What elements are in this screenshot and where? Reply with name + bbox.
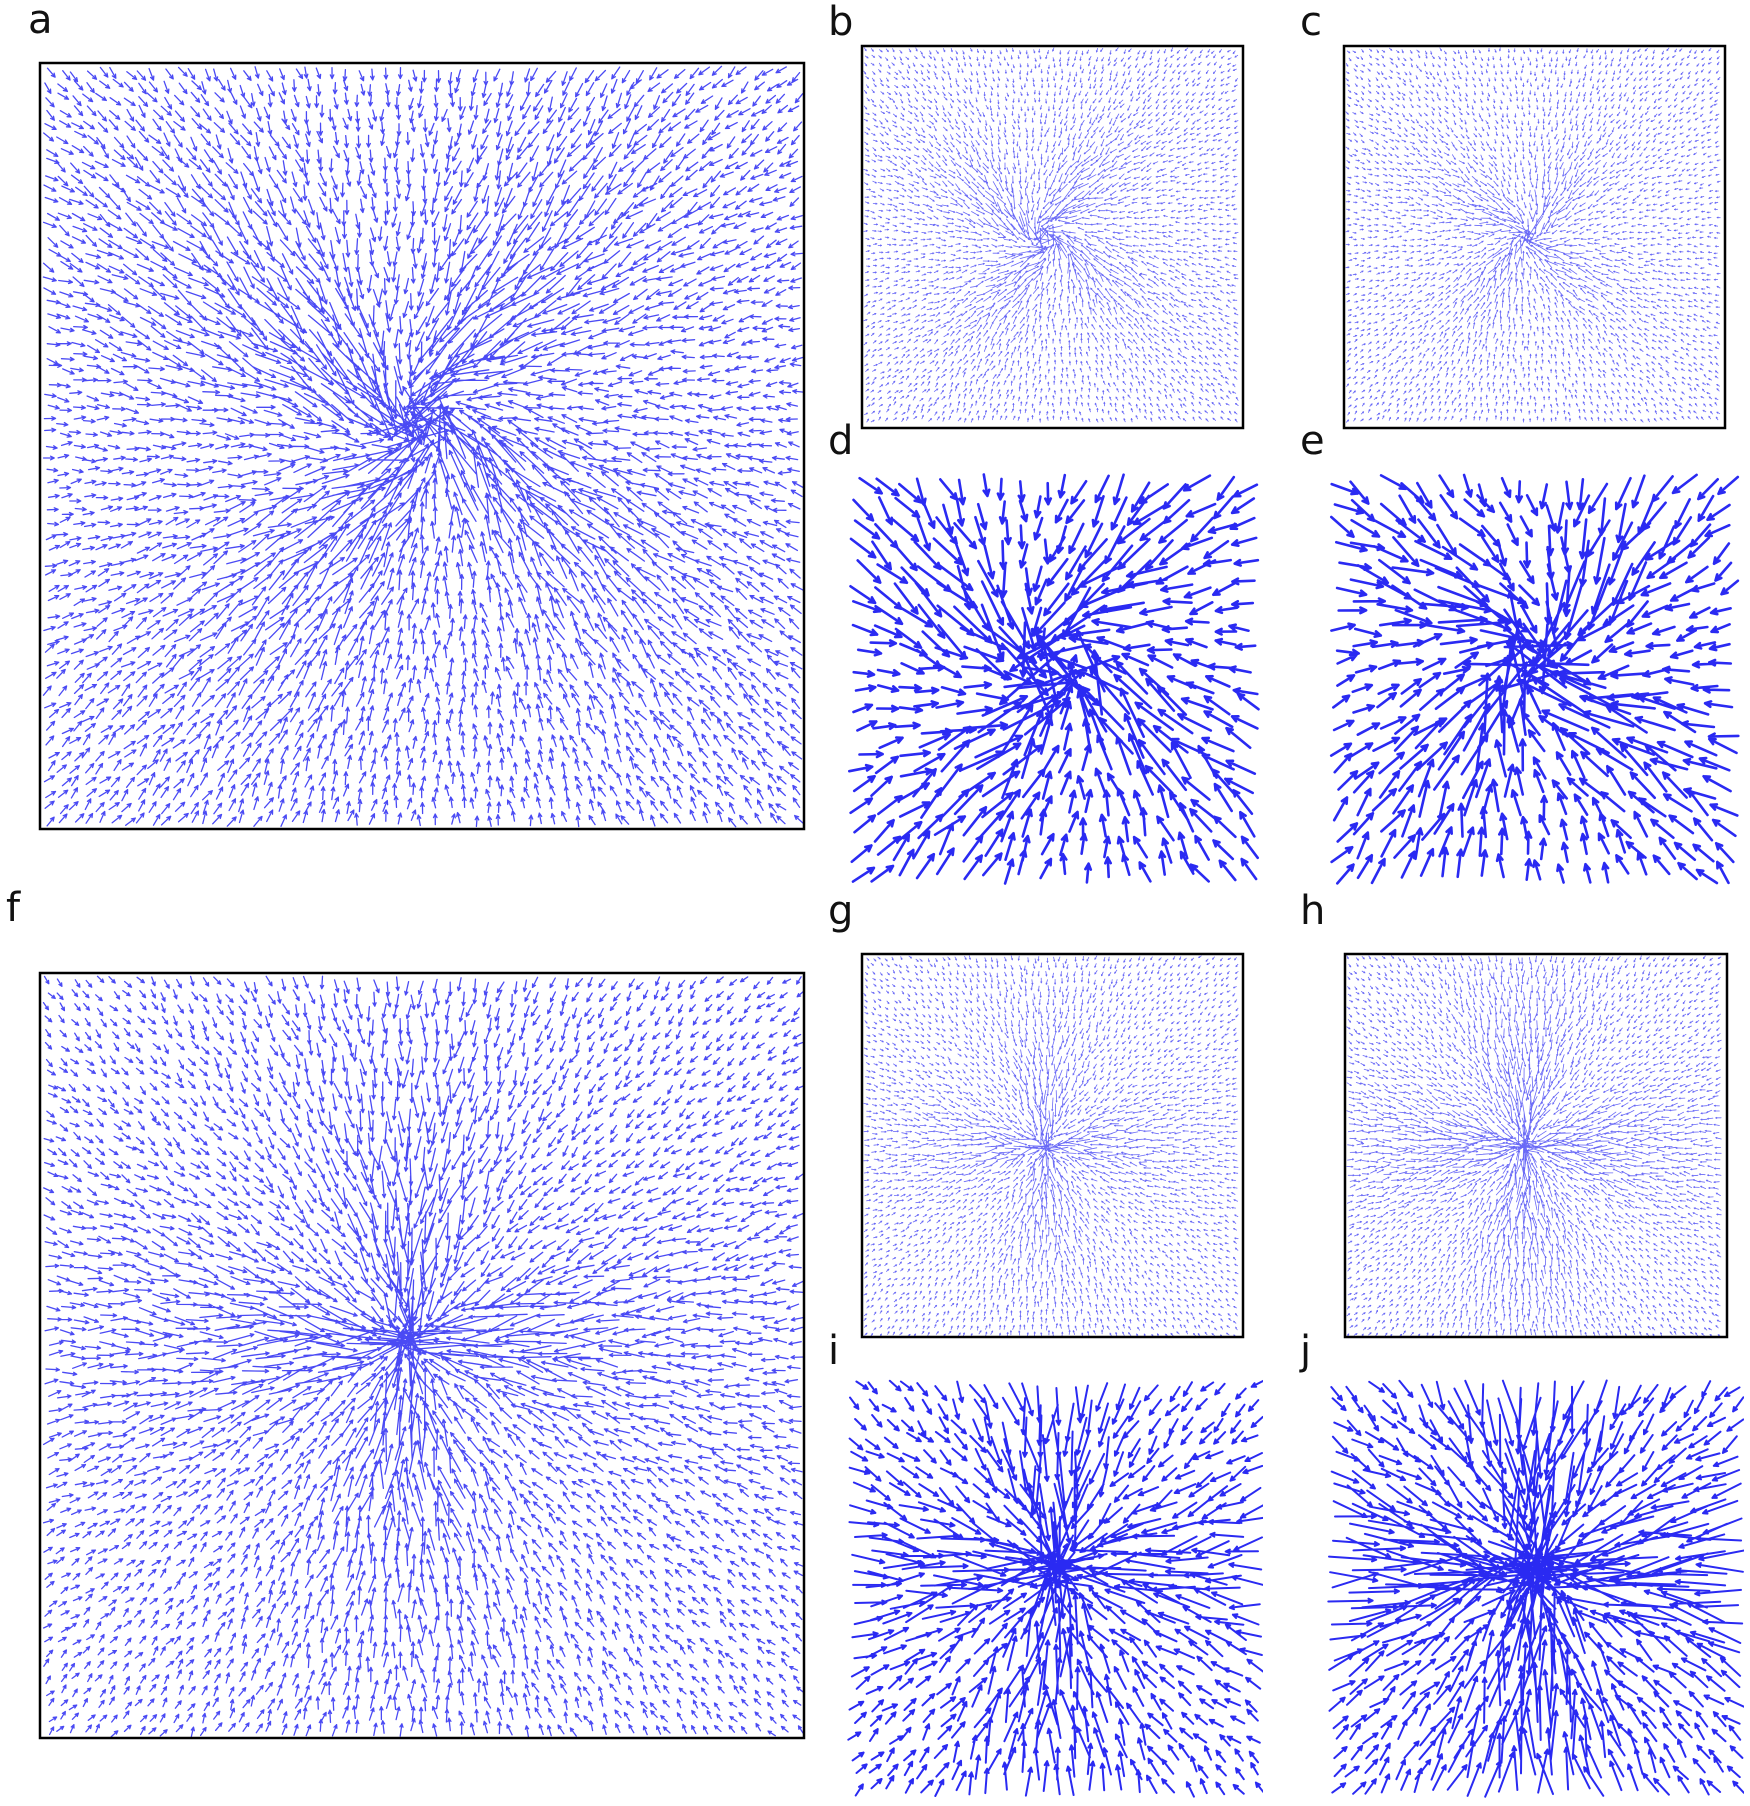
frame-c	[1342, 44, 1727, 430]
vector-field	[1345, 47, 1721, 423]
vector-field	[42, 65, 804, 828]
vector-field	[42, 975, 804, 1738]
vector-field	[847, 1379, 1263, 1798]
vector-field	[863, 47, 1239, 423]
panel-label: i	[828, 1328, 839, 1374]
frame-a	[38, 61, 806, 831]
vector-field	[848, 473, 1260, 885]
vector-field	[863, 955, 1239, 1337]
vector-fields	[42, 47, 1744, 1798]
panel-label: j	[1299, 1328, 1311, 1374]
panel-label: h	[1300, 888, 1325, 934]
frame-g	[860, 952, 1245, 1339]
frames	[38, 44, 1729, 1740]
frame-b	[860, 44, 1245, 430]
panel-label: a	[28, 0, 53, 43]
panel-label: e	[1300, 418, 1325, 464]
panel-label: f	[6, 885, 21, 931]
panel-label: g	[828, 888, 853, 934]
frame-f	[38, 971, 806, 1740]
frame-h	[1343, 952, 1729, 1339]
vector-field	[1329, 473, 1740, 885]
vector-field	[1346, 955, 1722, 1337]
panel-label: b	[828, 0, 853, 45]
panel-label: c	[1300, 0, 1322, 45]
vector-field	[1327, 1379, 1744, 1798]
panel-label: d	[828, 418, 853, 464]
